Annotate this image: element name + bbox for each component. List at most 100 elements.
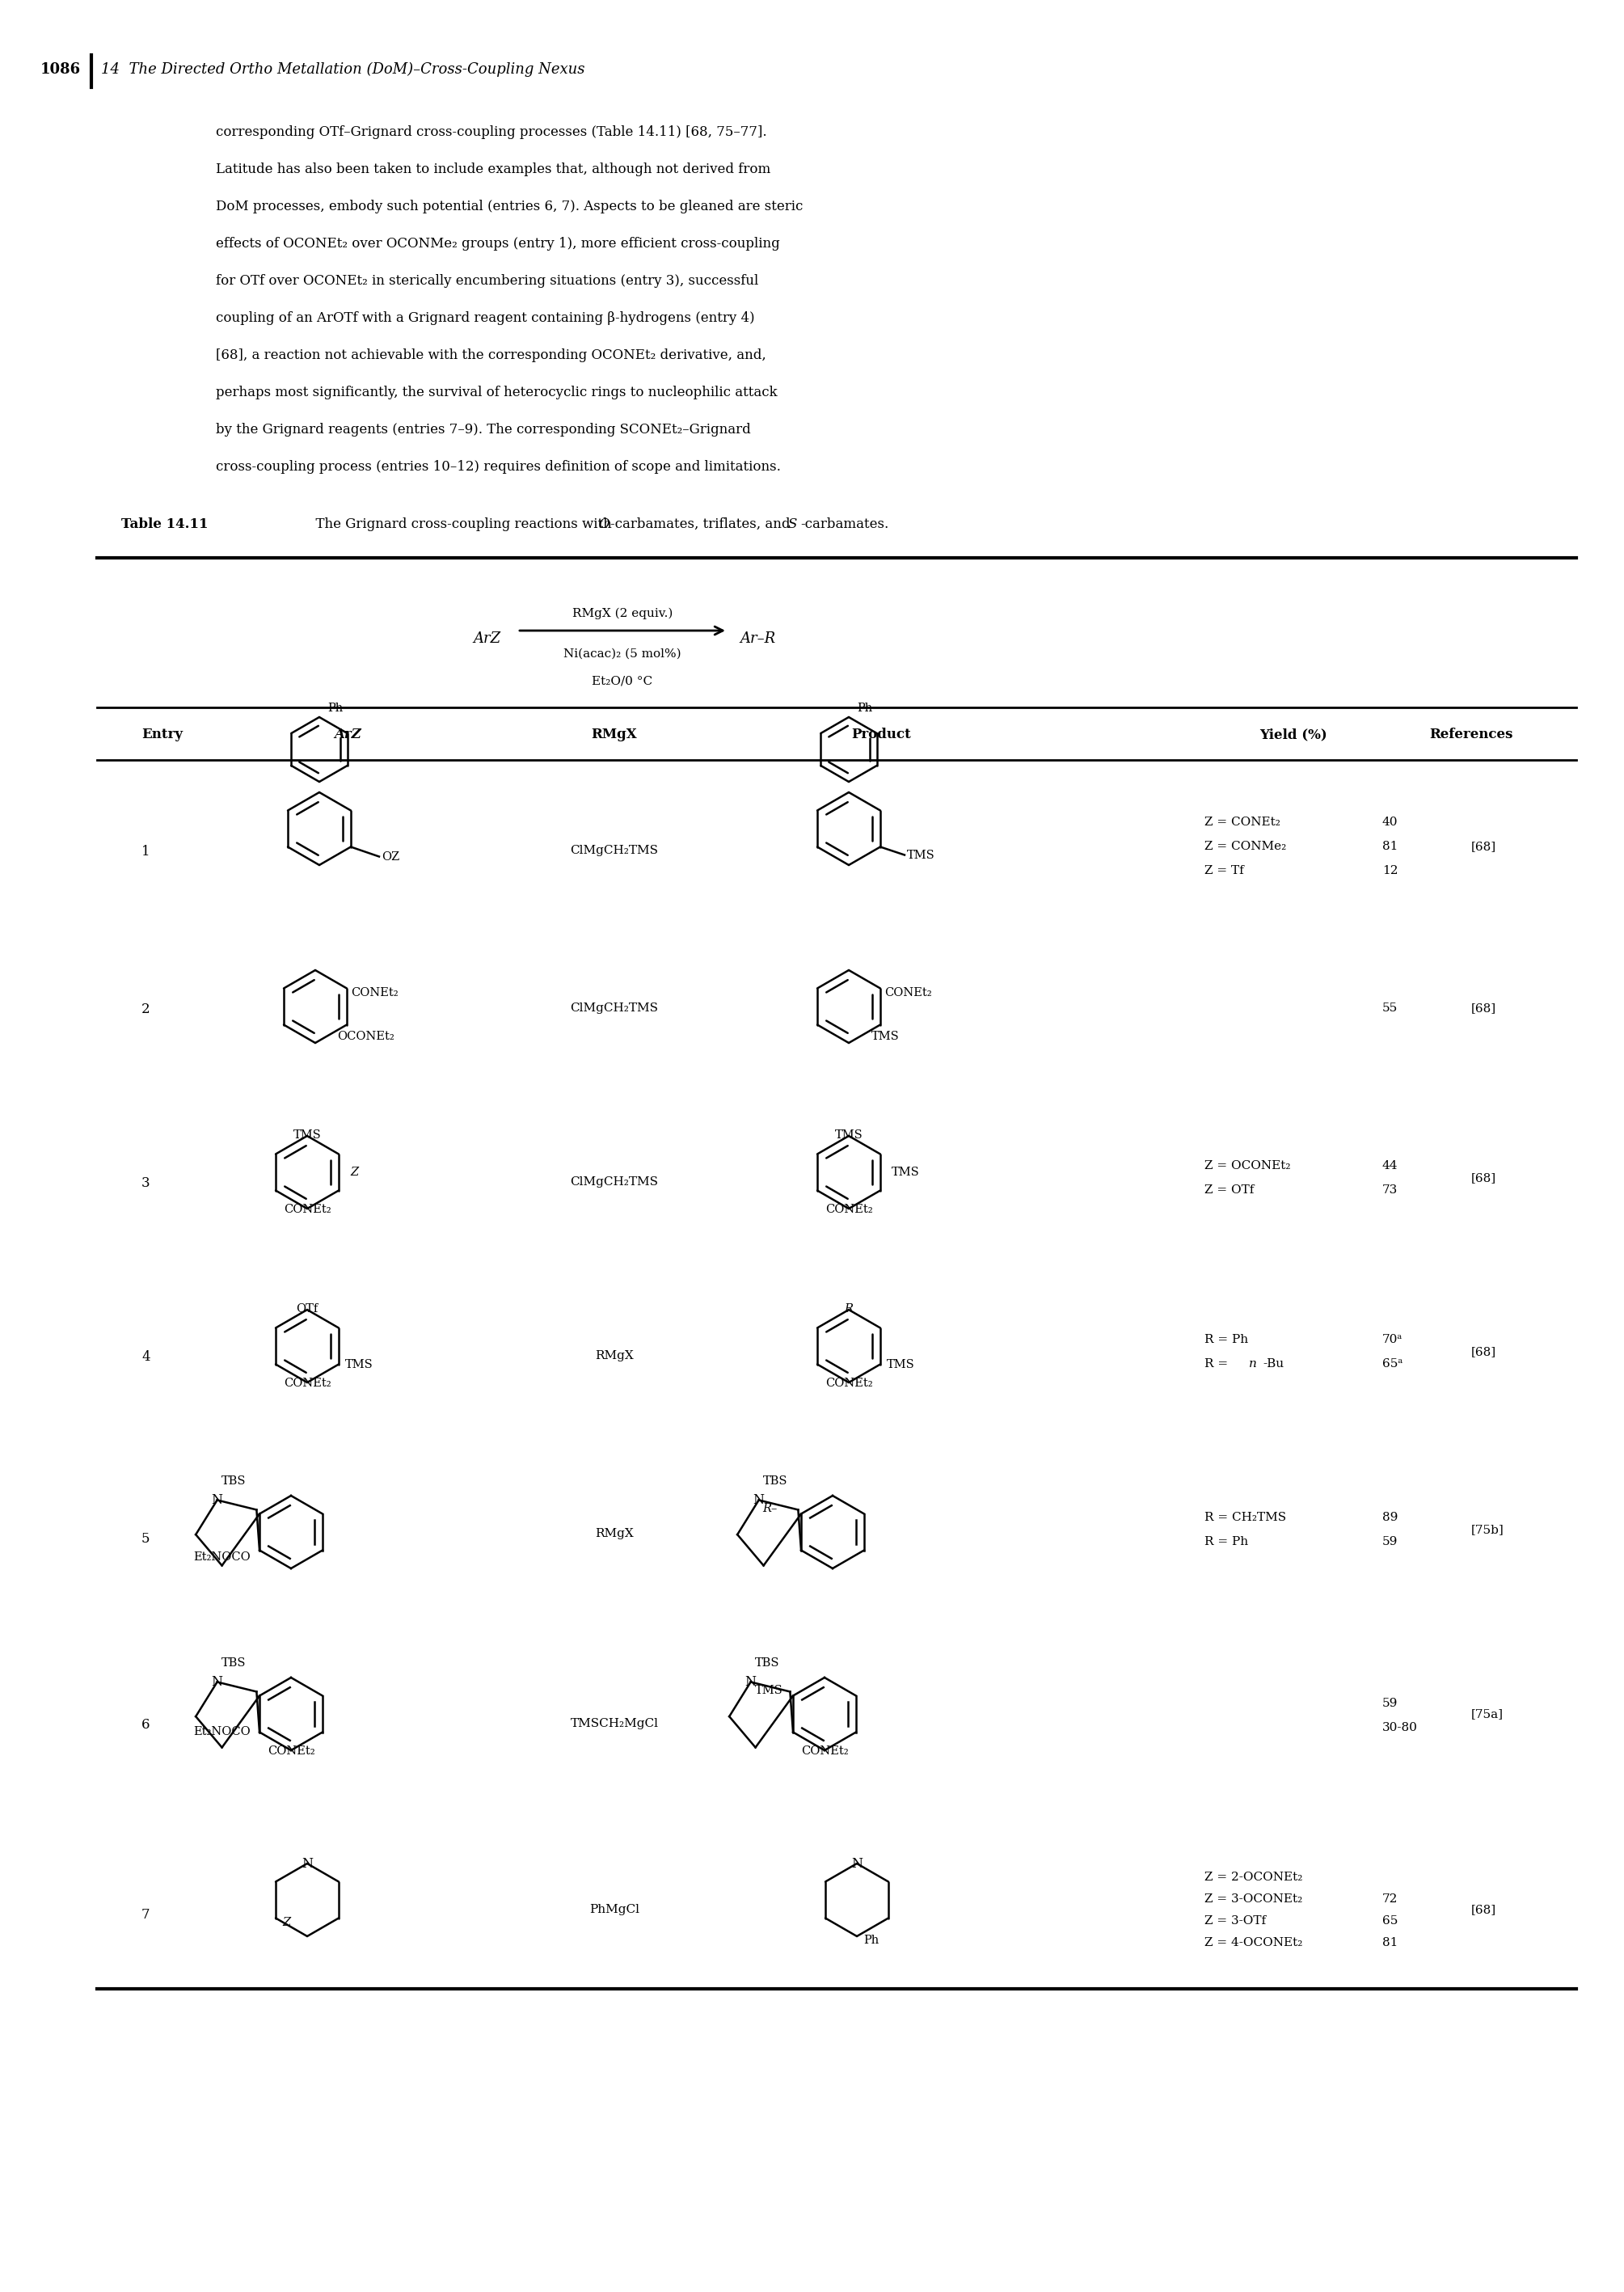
Text: CONEt₂: CONEt₂ bbox=[268, 1747, 315, 1756]
Text: The Grignard cross-coupling reactions with: The Grignard cross-coupling reactions wi… bbox=[307, 518, 615, 532]
Text: 89: 89 bbox=[1382, 1513, 1398, 1524]
Text: CONEt₂: CONEt₂ bbox=[284, 1377, 331, 1389]
Text: Et₂NOCO: Et₂NOCO bbox=[193, 1552, 250, 1563]
Text: Z = 4-OCONEt₂: Z = 4-OCONEt₂ bbox=[1205, 1937, 1302, 1948]
Text: R = CH₂TMS: R = CH₂TMS bbox=[1205, 1513, 1286, 1524]
Text: 55: 55 bbox=[1382, 1002, 1398, 1013]
Text: 81: 81 bbox=[1382, 1937, 1398, 1948]
Text: 2: 2 bbox=[141, 1002, 149, 1015]
Text: 70ᵃ: 70ᵃ bbox=[1382, 1334, 1403, 1345]
Text: TMS: TMS bbox=[294, 1130, 322, 1141]
Text: 40: 40 bbox=[1382, 816, 1398, 827]
Text: Z = 2-OCONEt₂: Z = 2-OCONEt₂ bbox=[1205, 1873, 1302, 1884]
Text: O: O bbox=[598, 518, 609, 532]
Text: Entry: Entry bbox=[141, 727, 182, 740]
Text: Product: Product bbox=[851, 727, 911, 740]
Text: S: S bbox=[788, 518, 797, 532]
Text: 30-80: 30-80 bbox=[1382, 1721, 1418, 1733]
Text: TMSCH₂MgCl: TMSCH₂MgCl bbox=[570, 1719, 658, 1728]
Text: ClMgCH₂TMS: ClMgCH₂TMS bbox=[570, 846, 658, 857]
Text: R = Ph: R = Ph bbox=[1205, 1536, 1249, 1547]
Text: TMS: TMS bbox=[755, 1685, 783, 1696]
Text: 14  The Directed Ortho Metallation (DoM)–Cross-Coupling Nexus: 14 The Directed Ortho Metallation (DoM)–… bbox=[101, 62, 585, 78]
Text: 59: 59 bbox=[1382, 1698, 1398, 1710]
Text: 65: 65 bbox=[1382, 1916, 1398, 1928]
Text: RMgX (2 equiv.): RMgX (2 equiv.) bbox=[572, 607, 672, 619]
Text: 1086: 1086 bbox=[41, 62, 81, 78]
Text: OZ: OZ bbox=[382, 850, 400, 862]
Text: TMS: TMS bbox=[887, 1359, 914, 1371]
Text: Ar–R: Ar–R bbox=[739, 630, 775, 646]
Text: ClMgCH₂TMS: ClMgCH₂TMS bbox=[570, 1002, 658, 1013]
Text: R =: R = bbox=[1205, 1359, 1234, 1371]
Text: Z: Z bbox=[283, 1916, 291, 1928]
Text: TMS: TMS bbox=[835, 1130, 862, 1141]
Text: Z = CONMe₂: Z = CONMe₂ bbox=[1205, 841, 1286, 853]
Text: 5: 5 bbox=[141, 1531, 149, 1545]
Text: perhaps most significantly, the survival of heterocyclic rings to nucleophilic a: perhaps most significantly, the survival… bbox=[216, 385, 778, 399]
Text: Z: Z bbox=[351, 1167, 359, 1178]
Text: 6: 6 bbox=[141, 1719, 149, 1733]
Text: ArZ: ArZ bbox=[474, 630, 502, 646]
Text: [68]: [68] bbox=[1471, 1171, 1496, 1183]
Text: Table 14.11: Table 14.11 bbox=[122, 518, 208, 532]
Text: Ph: Ph bbox=[864, 1934, 879, 1946]
Text: N: N bbox=[745, 1675, 757, 1689]
Text: CONEt₂: CONEt₂ bbox=[351, 988, 398, 997]
Text: TBS: TBS bbox=[755, 1657, 780, 1669]
Text: Ph: Ph bbox=[857, 704, 872, 713]
Text: PhMgCl: PhMgCl bbox=[590, 1905, 640, 1916]
Text: Z = OCONEt₂: Z = OCONEt₂ bbox=[1205, 1160, 1291, 1171]
Text: OCONEt₂: OCONEt₂ bbox=[338, 1031, 395, 1043]
Text: Z = CONEt₂: Z = CONEt₂ bbox=[1205, 816, 1280, 827]
Text: Et₂NOCO: Et₂NOCO bbox=[193, 1726, 250, 1737]
Text: RMgX: RMgX bbox=[594, 1529, 633, 1540]
Text: N: N bbox=[754, 1494, 765, 1508]
Text: 1: 1 bbox=[141, 846, 149, 860]
Text: R: R bbox=[844, 1304, 853, 1316]
Text: 65ᵃ: 65ᵃ bbox=[1382, 1359, 1403, 1371]
Text: coupling of an ArOTf with a Grignard reagent containing β-hydrogens (entry 4): coupling of an ArOTf with a Grignard rea… bbox=[216, 312, 755, 325]
Text: 72: 72 bbox=[1382, 1893, 1398, 1905]
Text: DoM processes, embody such potential (entries 6, 7). Aspects to be gleaned are s: DoM processes, embody such potential (en… bbox=[216, 199, 802, 213]
Text: ArZ: ArZ bbox=[335, 727, 361, 740]
Text: N: N bbox=[211, 1494, 222, 1508]
Text: OTf: OTf bbox=[296, 1304, 318, 1316]
Text: Latitude has also been taken to include examples that, although not derived from: Latitude has also been taken to include … bbox=[216, 163, 770, 176]
Text: CONEt₂: CONEt₂ bbox=[825, 1377, 872, 1389]
Text: CONEt₂: CONEt₂ bbox=[801, 1747, 848, 1756]
Text: 73: 73 bbox=[1382, 1185, 1398, 1196]
Text: Ni(acac)₂ (5 mol%): Ni(acac)₂ (5 mol%) bbox=[564, 649, 682, 660]
Text: 81: 81 bbox=[1382, 841, 1398, 853]
Text: for OTf over OCONEt₂ in sterically encumbering situations (entry 3), successful: for OTf over OCONEt₂ in sterically encum… bbox=[216, 275, 758, 289]
Text: TMS: TMS bbox=[906, 850, 935, 860]
Text: CONEt₂: CONEt₂ bbox=[885, 988, 932, 997]
Text: TBS: TBS bbox=[221, 1476, 245, 1488]
Text: N: N bbox=[851, 1857, 862, 1870]
Text: [75b]: [75b] bbox=[1471, 1524, 1504, 1536]
Text: effects of OCONEt₂ over OCONMe₂ groups (entry 1), more efficient cross-coupling: effects of OCONEt₂ over OCONMe₂ groups (… bbox=[216, 236, 780, 250]
Text: Z = Tf: Z = Tf bbox=[1205, 864, 1244, 876]
Text: TBS: TBS bbox=[221, 1657, 245, 1669]
Text: n: n bbox=[1249, 1359, 1257, 1371]
Text: by the Grignard reagents (entries 7–9). The corresponding SCONEt₂–Grignard: by the Grignard reagents (entries 7–9). … bbox=[216, 422, 750, 435]
Text: 12: 12 bbox=[1382, 864, 1398, 876]
Text: Et₂O/0 °C: Et₂O/0 °C bbox=[593, 676, 653, 685]
Text: 59: 59 bbox=[1382, 1536, 1398, 1547]
Text: 3: 3 bbox=[141, 1176, 149, 1190]
Text: RMgX: RMgX bbox=[591, 727, 637, 740]
Text: [68]: [68] bbox=[1471, 1002, 1496, 1013]
Text: -carbamates, triflates, and: -carbamates, triflates, and bbox=[611, 518, 794, 532]
Text: cross-coupling process (entries 10–12) requires definition of scope and limitati: cross-coupling process (entries 10–12) r… bbox=[216, 461, 781, 474]
Text: TMS: TMS bbox=[892, 1167, 919, 1178]
Text: N: N bbox=[211, 1675, 222, 1689]
Text: RMgX: RMgX bbox=[594, 1350, 633, 1361]
Text: -Bu: -Bu bbox=[1263, 1359, 1285, 1371]
Text: TBS: TBS bbox=[763, 1476, 788, 1488]
Text: N: N bbox=[302, 1857, 313, 1870]
Text: Yield (%): Yield (%) bbox=[1260, 727, 1327, 740]
Text: corresponding OTf–Grignard cross-coupling processes (Table 14.11) [68, 75–77].: corresponding OTf–Grignard cross-couplin… bbox=[216, 126, 767, 140]
Text: Z = 3-OTf: Z = 3-OTf bbox=[1205, 1916, 1267, 1928]
Text: Ph: Ph bbox=[328, 704, 343, 713]
Text: CONEt₂: CONEt₂ bbox=[825, 1203, 872, 1215]
